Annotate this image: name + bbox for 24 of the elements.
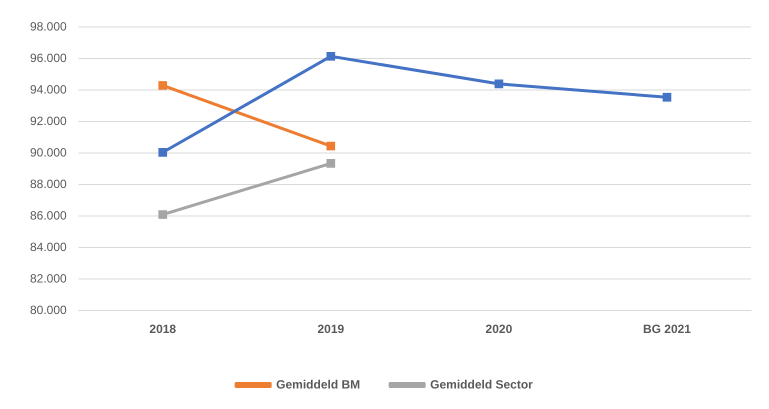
point xyxy=(158,148,168,157)
y-tick-label: 92.000 xyxy=(30,114,68,128)
y-tick-label: 86.000 xyxy=(30,208,68,222)
x-tick-label: 2018 xyxy=(149,322,176,336)
y-tick-label: 98.000 xyxy=(30,20,68,34)
point xyxy=(326,52,336,61)
legend-label: Gemiddeld Sector xyxy=(430,377,534,392)
point xyxy=(326,159,336,168)
y-tick-label: 96.000 xyxy=(30,51,68,65)
x-tick-label: BG 2021 xyxy=(642,322,692,336)
y-tick-label: 80.000 xyxy=(30,302,68,317)
x-tick-label: 2019 xyxy=(317,322,344,336)
y-tick-label: 82.000 xyxy=(30,271,68,286)
y-tick-label: 84.000 xyxy=(30,240,68,254)
point xyxy=(494,80,504,88)
x-tick-label: 2020 xyxy=(486,322,513,336)
y-tick-label: 94.000 xyxy=(30,82,68,96)
point xyxy=(158,81,168,90)
point xyxy=(158,210,168,219)
y-tick-label: 90.000 xyxy=(30,145,68,160)
y-tick-label: 88.000 xyxy=(30,176,68,191)
point xyxy=(326,142,336,150)
legend-label: Gemiddeld BM xyxy=(276,377,360,392)
point xyxy=(662,92,672,102)
